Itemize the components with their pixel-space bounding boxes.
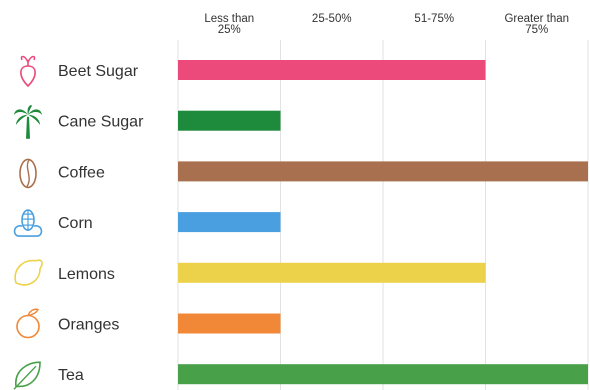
tea-leaf-icon — [13, 361, 41, 390]
orange-icon — [16, 308, 40, 339]
bar — [178, 60, 486, 80]
palm-tree-icon — [14, 105, 42, 139]
bar — [178, 364, 588, 385]
category-label: Oranges — [58, 317, 119, 334]
lemon-icon — [14, 259, 43, 286]
column-header-label: 25% — [218, 24, 241, 36]
bar — [178, 212, 281, 233]
chart-row: Lemons — [14, 259, 486, 286]
chart-row: Coffee — [19, 158, 588, 189]
bar — [178, 313, 281, 334]
category-label: Beet Sugar — [58, 63, 139, 80]
column-header-label: 25-50% — [312, 13, 352, 25]
bar — [178, 110, 281, 131]
column-header-label: 75% — [525, 24, 548, 36]
chart-row: Corn — [13, 209, 281, 237]
column-header-label: 51-75% — [414, 13, 454, 25]
chart-rows: Beet Sugar Cane Sugar Coffee Corn Lemons Oran… — [13, 55, 588, 390]
chart-row: Cane Sugar — [14, 105, 281, 139]
column-header-label: Greater than — [504, 13, 569, 25]
category-label: Coffee — [58, 164, 105, 181]
chart-row: Tea — [13, 361, 588, 390]
beet-icon — [20, 55, 36, 88]
bar — [178, 262, 486, 283]
category-label: Cane Sugar — [58, 114, 144, 131]
chart-row: Oranges — [16, 308, 281, 339]
category-label: Lemons — [58, 266, 115, 283]
column-header-label: Less than — [204, 13, 254, 25]
chart-row: Beet Sugar — [20, 55, 486, 88]
bar — [178, 161, 588, 182]
corn-icon — [13, 209, 43, 237]
category-label: Corn — [58, 215, 93, 232]
category-label: Tea — [58, 367, 84, 384]
coffee-bean-icon — [19, 158, 37, 189]
